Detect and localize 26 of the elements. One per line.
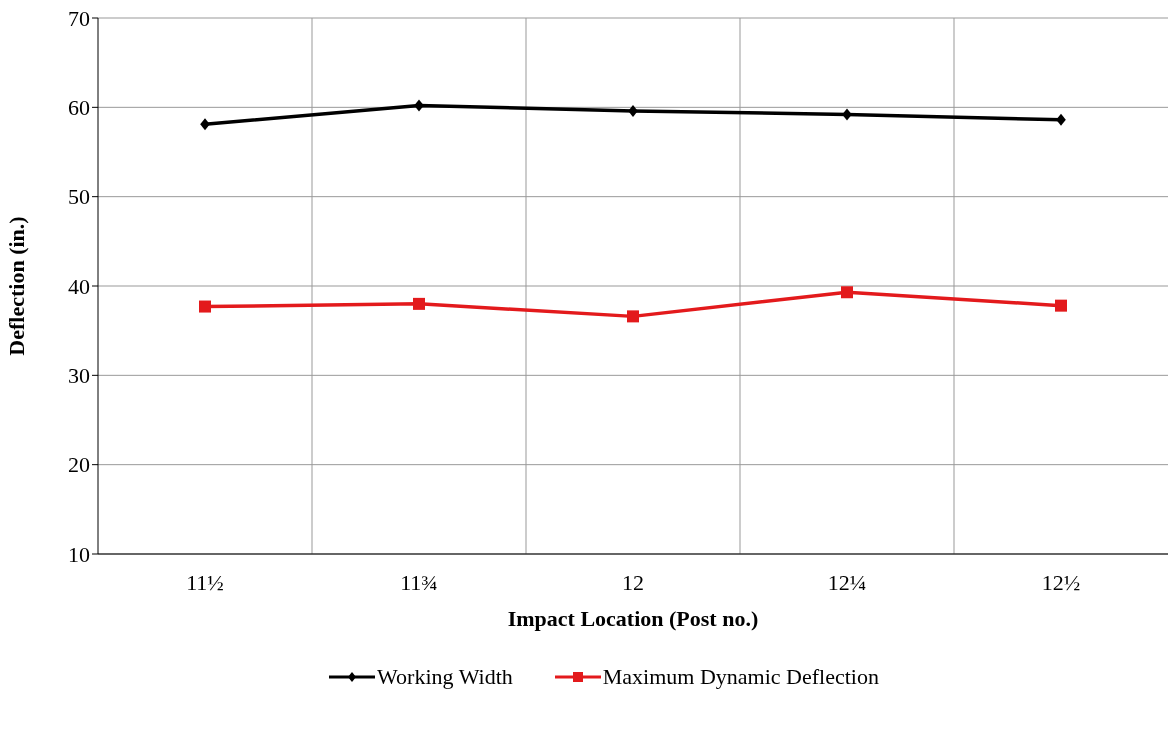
point (413, 297, 425, 310)
y-tick-label: 70 (68, 5, 90, 31)
y-tick-label: 10 (68, 541, 90, 567)
x-tick-label: 11¾ (400, 569, 438, 595)
point (200, 118, 210, 131)
point (414, 99, 424, 112)
x-tick-label: 12½ (1041, 569, 1081, 595)
point (628, 104, 638, 117)
point (1056, 113, 1066, 126)
legend-label: Working Width (377, 664, 513, 690)
y-tick-label: 40 (68, 273, 90, 299)
point (627, 310, 639, 323)
x-tick-label: 11½ (186, 569, 224, 595)
y-tick-label: 20 (68, 452, 90, 478)
legend-label: Maximum Dynamic Deflection (602, 664, 879, 690)
x-tick-label: 12 (622, 569, 644, 595)
point (1055, 299, 1067, 312)
x-tick-label: 12¼ (827, 569, 867, 595)
point (199, 300, 211, 313)
y-axis-title: Deflection (in.) (3, 216, 29, 356)
y-tick-label: 50 (68, 184, 90, 210)
point (842, 108, 852, 121)
y-tick-label: 30 (68, 363, 90, 389)
x-axis-title: Impact Location (Post no.) (507, 606, 759, 631)
point (841, 286, 853, 299)
y-tick-label: 60 (68, 95, 90, 121)
